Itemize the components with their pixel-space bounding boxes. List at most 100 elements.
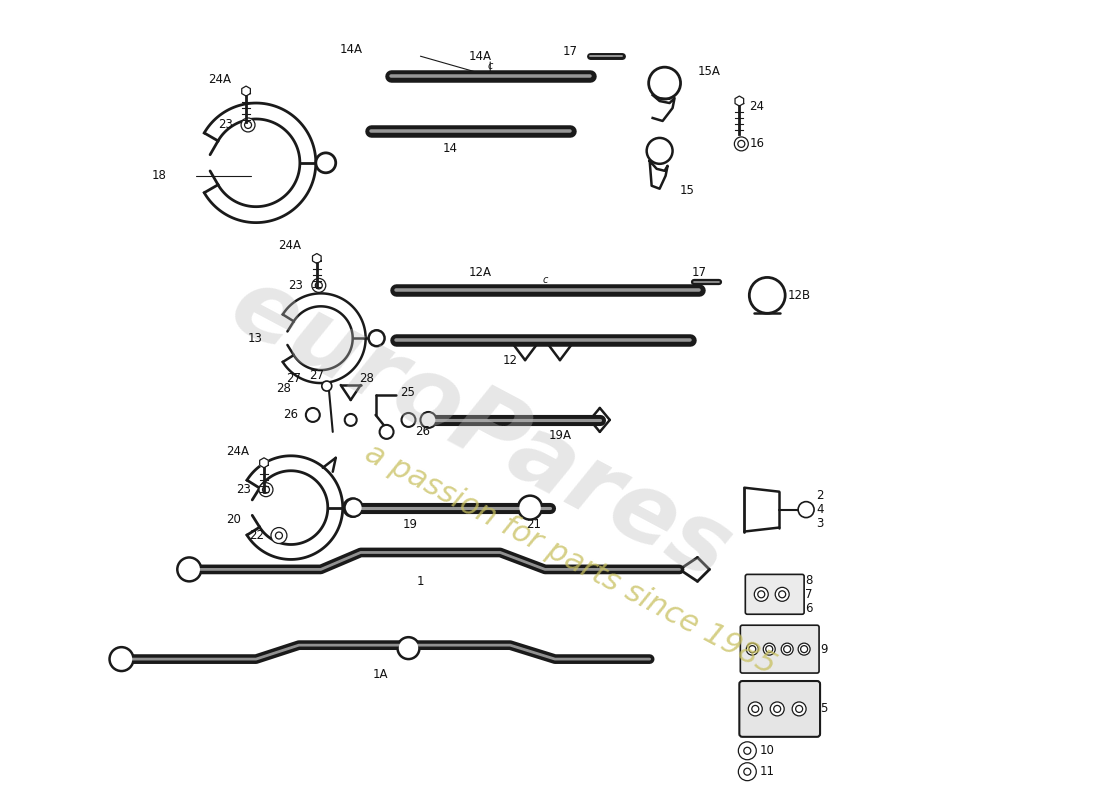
Circle shape <box>316 153 336 173</box>
Circle shape <box>792 702 806 716</box>
Circle shape <box>518 496 542 519</box>
Text: 18: 18 <box>152 170 166 182</box>
Text: 3: 3 <box>816 517 824 530</box>
Text: 28: 28 <box>359 371 374 385</box>
Text: c: c <box>542 275 548 286</box>
Text: 24A: 24A <box>226 446 249 458</box>
Text: 10: 10 <box>759 744 774 758</box>
Circle shape <box>770 702 784 716</box>
Circle shape <box>738 762 757 781</box>
Circle shape <box>344 498 363 517</box>
Text: 11: 11 <box>759 766 774 778</box>
Polygon shape <box>260 458 268 468</box>
Circle shape <box>781 643 793 655</box>
Text: 27: 27 <box>286 371 301 385</box>
Circle shape <box>244 122 252 129</box>
Circle shape <box>177 558 201 582</box>
Circle shape <box>758 591 764 598</box>
Circle shape <box>649 67 681 99</box>
Circle shape <box>735 137 748 151</box>
Circle shape <box>379 425 394 439</box>
Circle shape <box>749 646 756 653</box>
Circle shape <box>799 502 814 518</box>
Text: 15: 15 <box>680 184 694 198</box>
Text: 25: 25 <box>400 386 416 398</box>
Circle shape <box>779 591 785 598</box>
Text: 12: 12 <box>503 354 518 366</box>
Polygon shape <box>312 254 321 263</box>
Circle shape <box>763 643 776 655</box>
Text: 23: 23 <box>236 483 251 496</box>
Circle shape <box>744 768 751 775</box>
Circle shape <box>801 646 807 653</box>
Text: 19: 19 <box>403 518 418 531</box>
Text: 24: 24 <box>749 99 764 113</box>
Circle shape <box>322 381 332 391</box>
Circle shape <box>799 643 810 655</box>
Circle shape <box>258 482 273 497</box>
Text: 1A: 1A <box>373 667 388 681</box>
Text: 4: 4 <box>816 503 824 516</box>
Circle shape <box>311 278 326 292</box>
Circle shape <box>755 587 768 602</box>
Text: 14A: 14A <box>339 42 362 56</box>
Circle shape <box>748 702 762 716</box>
Text: 12B: 12B <box>788 289 811 302</box>
Text: 28: 28 <box>276 382 290 394</box>
Circle shape <box>744 747 751 754</box>
Text: 14A: 14A <box>469 50 492 62</box>
Circle shape <box>746 643 758 655</box>
Text: 7: 7 <box>805 588 813 601</box>
Circle shape <box>306 408 320 422</box>
Text: 22: 22 <box>249 529 264 542</box>
Circle shape <box>795 706 803 713</box>
Circle shape <box>776 587 789 602</box>
FancyBboxPatch shape <box>739 681 821 737</box>
Text: 8: 8 <box>805 574 813 587</box>
Text: 21: 21 <box>527 518 541 531</box>
Circle shape <box>751 706 759 713</box>
Text: 27: 27 <box>309 369 323 382</box>
Circle shape <box>316 282 322 289</box>
Polygon shape <box>735 96 744 106</box>
Circle shape <box>402 413 416 427</box>
FancyBboxPatch shape <box>746 574 804 614</box>
Circle shape <box>343 498 362 517</box>
Text: 14: 14 <box>443 142 458 155</box>
Circle shape <box>110 647 133 671</box>
Text: 26: 26 <box>416 426 430 438</box>
Text: 26: 26 <box>283 409 298 422</box>
Circle shape <box>738 141 745 147</box>
Circle shape <box>420 412 437 428</box>
Circle shape <box>368 330 385 346</box>
Text: 1: 1 <box>417 575 425 588</box>
Text: 5: 5 <box>821 702 827 715</box>
Text: 16: 16 <box>749 138 764 150</box>
Circle shape <box>647 138 672 164</box>
Text: 23: 23 <box>218 118 233 131</box>
Text: 19A: 19A <box>549 430 572 442</box>
Circle shape <box>738 742 757 760</box>
Text: c: c <box>487 61 493 71</box>
Text: euroPares: euroPares <box>214 259 746 601</box>
Circle shape <box>749 278 785 314</box>
Circle shape <box>275 532 283 539</box>
Text: 20: 20 <box>227 513 241 526</box>
Text: 24A: 24A <box>208 73 231 86</box>
Circle shape <box>773 706 781 713</box>
Circle shape <box>783 646 791 653</box>
Text: 24A: 24A <box>278 239 301 252</box>
Text: 17: 17 <box>692 266 707 279</box>
FancyBboxPatch shape <box>740 626 820 673</box>
Text: 13: 13 <box>249 332 263 345</box>
Circle shape <box>766 646 772 653</box>
Text: 12A: 12A <box>469 266 492 279</box>
Circle shape <box>241 118 255 132</box>
Text: 23: 23 <box>288 279 302 292</box>
Circle shape <box>263 486 270 493</box>
Text: a passion for parts since 1985: a passion for parts since 1985 <box>360 438 780 681</box>
Text: 15A: 15A <box>697 65 720 78</box>
Text: 17: 17 <box>563 45 578 58</box>
Text: 9: 9 <box>821 642 827 656</box>
Text: 6: 6 <box>805 602 813 614</box>
